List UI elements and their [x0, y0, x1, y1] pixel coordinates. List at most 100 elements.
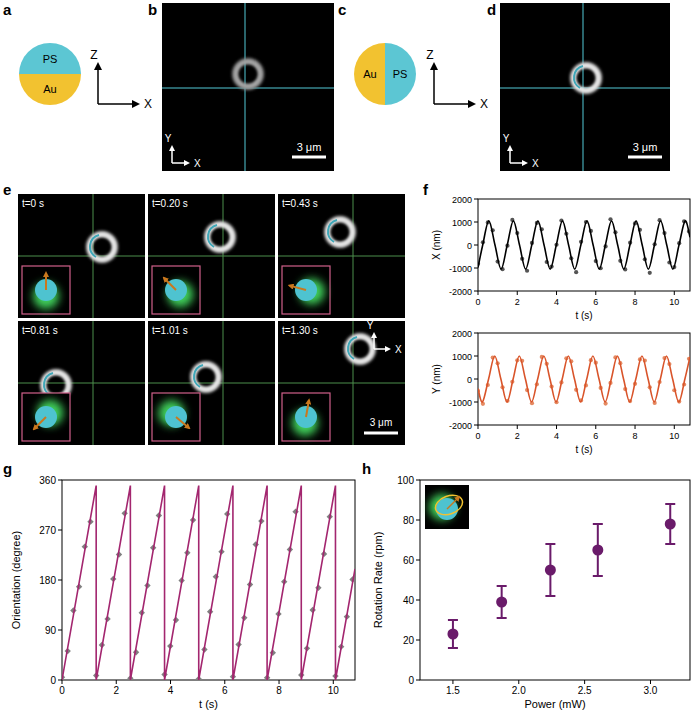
y-tick-label: 1000 [452, 218, 472, 228]
scale-bar [292, 156, 326, 159]
y-tick-label: 100 [397, 475, 414, 486]
y-axis-title: Rotation Rate (rpm) [372, 532, 384, 629]
x-tick-label: 2 [515, 297, 520, 307]
x-tick-label: 8 [276, 685, 282, 696]
particle-edge [44, 373, 53, 395]
x-tick-label: 4 [554, 297, 559, 307]
data-point [665, 519, 676, 530]
inset-frame [152, 266, 200, 314]
microscope-image: YX3 μm [500, 3, 670, 171]
axis-name: X [532, 158, 539, 169]
y-tick [58, 680, 62, 681]
y-tick-label: 2000 [452, 195, 472, 205]
axis-name: Y [503, 133, 510, 144]
scale-bar [628, 156, 662, 159]
orientation-inset [152, 393, 200, 441]
y-tick-label: -1000 [449, 264, 472, 274]
material-label: Au [43, 83, 56, 95]
crosshair [18, 383, 145, 384]
x-tick [674, 291, 675, 295]
x-tick-label: 0 [59, 685, 65, 696]
particle-ring [194, 365, 218, 389]
axis-name: Z [426, 48, 433, 62]
x-tick [650, 680, 651, 684]
fit-line [478, 221, 690, 269]
particle-ring [89, 234, 115, 260]
video-frame: t=0.81 s [18, 321, 145, 445]
y-tick [474, 356, 478, 357]
y-tick-label: -1000 [449, 398, 472, 408]
fit-line [62, 486, 355, 680]
y-tick-label: 1000 [452, 352, 472, 362]
scale-text: 3 μm [297, 141, 322, 153]
axis-arrow [434, 103, 474, 105]
error-bar [593, 524, 603, 576]
orientation-arrow [447, 497, 459, 509]
y-tick-label: 270 [39, 525, 56, 536]
data-point [592, 545, 603, 556]
error-bar [497, 586, 507, 618]
inset-frame [152, 393, 200, 441]
panel-letter: h [362, 460, 371, 477]
panel-letter: a [3, 1, 12, 18]
axis-name: X [480, 97, 488, 111]
y-tick-label: 0 [408, 675, 414, 686]
y-tick [416, 480, 420, 481]
crosshair [278, 383, 405, 384]
crosshair [148, 383, 275, 384]
data-point [496, 597, 507, 608]
particle-ring [573, 65, 599, 91]
rotation-inset [425, 485, 469, 529]
error-bar [448, 620, 458, 648]
axis-name: X [144, 97, 152, 111]
particle-ring [236, 62, 260, 86]
x-tick [635, 291, 636, 295]
crosshair [18, 256, 145, 257]
time-label: t=1.01 s [152, 325, 188, 336]
time-label: t=0.81 s [22, 325, 58, 336]
orientation-arrow [306, 400, 309, 417]
frame-background [278, 321, 405, 445]
y-axis-title: Y (nm) [431, 364, 442, 394]
y-tick-label: 0 [467, 375, 472, 385]
image-background [162, 3, 334, 171]
y-tick [474, 425, 478, 426]
y-tick-label: 20 [403, 635, 415, 646]
axis-arrow [374, 348, 389, 350]
trajectory [433, 492, 465, 518]
microscope-image: YX3 μm [162, 3, 334, 171]
chart: 0246810090180270360t (s)Orientation (deg… [10, 475, 356, 711]
panel-letter: c [338, 1, 346, 18]
y-tick-label: -2000 [449, 287, 472, 297]
x-tick-label: 8 [633, 297, 638, 307]
x-axis-title: t (s) [575, 310, 592, 321]
crosshair [278, 256, 405, 257]
panel-letter: b [148, 1, 157, 18]
y-tick-label: -2000 [449, 421, 472, 431]
au-half [19, 74, 81, 105]
x-tick-label: 2.5 [578, 685, 592, 696]
y-tick-label: 40 [403, 595, 415, 606]
orientation-inset [22, 266, 70, 314]
material-label: PS [43, 53, 58, 65]
orientation-arrow [34, 417, 46, 429]
y-tick-label: 60 [403, 555, 415, 566]
data-group [62, 486, 355, 680]
orientation-arrow [164, 278, 176, 290]
y-tick [474, 222, 478, 223]
x-tick-label: 10 [669, 297, 679, 307]
orientation-inset [282, 393, 330, 441]
panel-letter: f [423, 181, 429, 198]
x-tick [584, 680, 585, 684]
data-point [648, 271, 652, 275]
crosshair [583, 3, 584, 171]
y-tick [474, 333, 478, 334]
particle-ring [208, 225, 232, 249]
fit-line [478, 356, 690, 402]
particle-edge [208, 225, 217, 247]
frame-background [18, 194, 145, 318]
inset-background [425, 485, 469, 529]
x-tick [224, 680, 225, 684]
axis-arrow [172, 162, 188, 164]
y-tick [474, 245, 478, 246]
